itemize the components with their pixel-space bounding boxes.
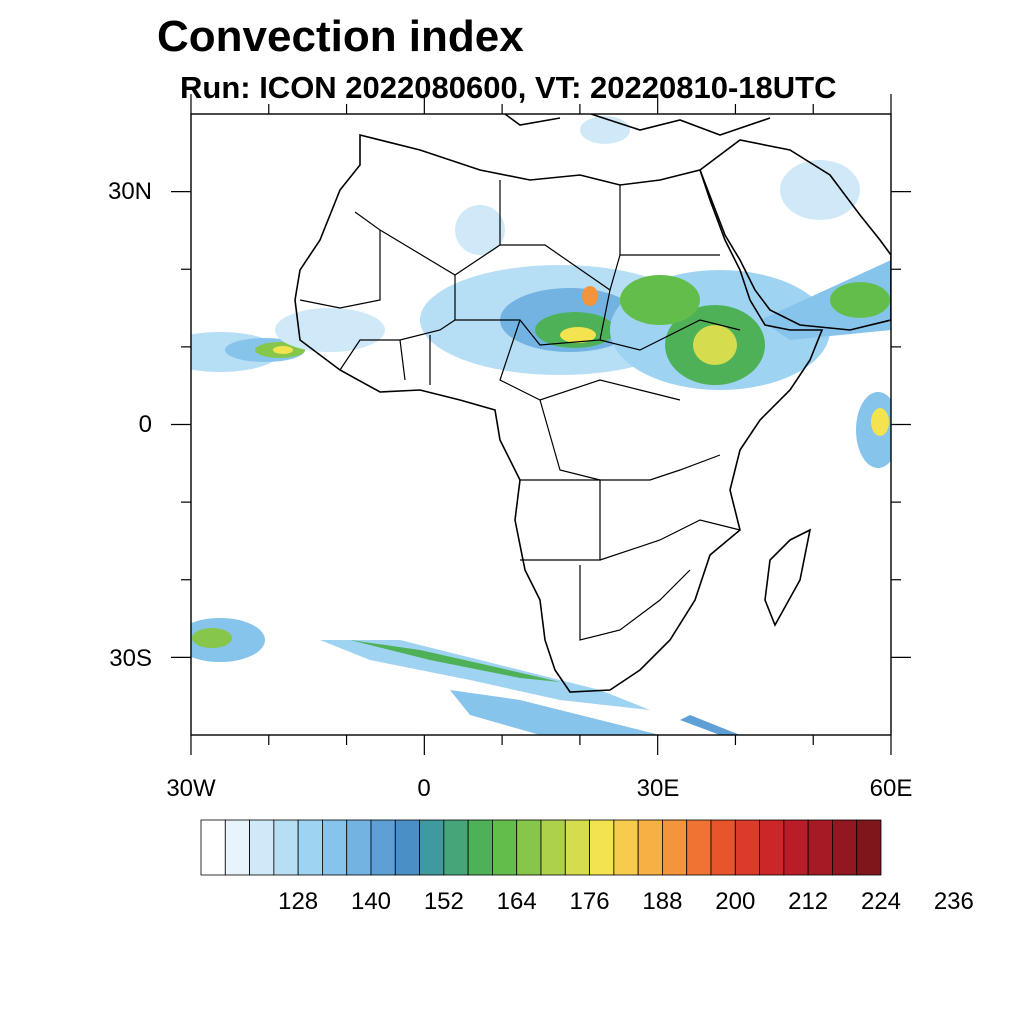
colorbar-label: 236 <box>933 888 974 915</box>
colorbar-swatch <box>346 819 372 876</box>
chart-subtitle: Run: ICON 2022080600, VT: 20220810-18UTC <box>180 70 837 105</box>
colorbar-swatch <box>516 819 542 876</box>
plot-frame <box>190 113 892 736</box>
colorbar-label: 176 <box>569 888 610 915</box>
colorbar-swatch <box>492 819 518 876</box>
colorbar-swatch <box>856 819 882 876</box>
colorbar-swatch <box>419 819 445 876</box>
colorbar-swatch <box>783 819 809 876</box>
colorbar-label: 212 <box>788 888 829 915</box>
lon-label-0: 0 <box>417 775 431 802</box>
colorbar-swatch <box>589 819 615 876</box>
colorbar-swatch <box>613 819 639 876</box>
colorbar <box>200 819 882 876</box>
map-area <box>191 114 891 735</box>
colorbar-label: 224 <box>860 888 902 915</box>
convection-field <box>191 116 891 735</box>
colorbar-swatch <box>370 819 396 876</box>
colorbar-label: 188 <box>642 888 683 915</box>
lon-label-60e: 60E <box>869 775 913 802</box>
colorbar-swatch <box>224 819 250 876</box>
colorbar-swatch <box>322 819 348 876</box>
lon-label-30e: 30E <box>636 775 680 802</box>
colorbar-swatch <box>637 819 663 876</box>
colorbar-swatch <box>249 819 275 876</box>
colorbar-swatch <box>540 819 566 876</box>
colorbar-label: 200 <box>715 888 756 915</box>
coastlines <box>294 114 891 693</box>
axis-ticks <box>171 94 911 755</box>
colorbar-swatch <box>564 819 590 876</box>
colorbar-swatch <box>832 819 858 876</box>
country-borders <box>299 180 741 641</box>
colorbar-swatch <box>759 819 785 876</box>
colorbar-label: 164 <box>496 888 537 915</box>
colorbar-label: 140 <box>350 888 392 915</box>
colorbar-label: 152 <box>423 888 464 915</box>
colorbar-swatch <box>734 819 760 876</box>
colorbar-label: 128 <box>278 888 319 915</box>
chart-title: Convection index <box>157 12 524 61</box>
colorbar-swatch <box>662 819 688 876</box>
colorbar-swatch <box>467 819 493 876</box>
colorbar-swatch <box>710 819 736 876</box>
lat-label-0: 0 <box>138 411 152 438</box>
colorbar-swatch <box>297 819 323 876</box>
colorbar-swatch <box>394 819 420 876</box>
colorbar-swatch <box>807 819 833 876</box>
colorbar-swatch <box>443 819 469 876</box>
lon-label-30w: 30W <box>166 775 216 802</box>
lat-label-30s: 30S <box>109 645 152 672</box>
lat-label-30n: 30N <box>107 178 152 205</box>
colorbar-swatch <box>200 819 226 876</box>
colorbar-swatch <box>273 819 299 876</box>
colorbar-swatch <box>686 819 712 876</box>
